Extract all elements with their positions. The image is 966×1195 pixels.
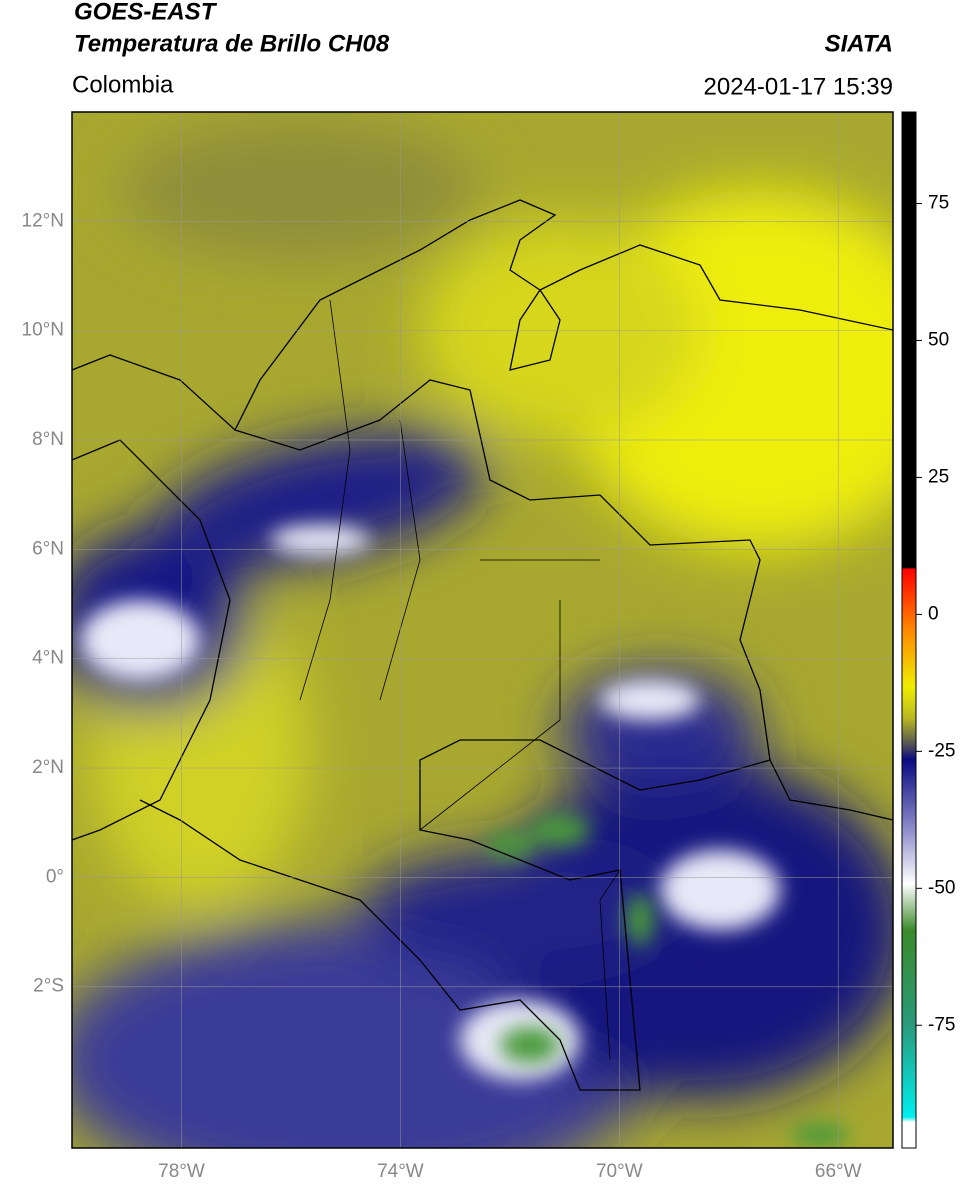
colorbar-label: 25 xyxy=(928,466,949,487)
datetime: 2024-01-17 15:39 xyxy=(704,73,894,100)
colorbar xyxy=(901,111,917,1149)
lat-label: 6°N xyxy=(32,538,64,559)
colorbar-label: -75 xyxy=(928,1014,955,1035)
lon-label: 66°W xyxy=(815,1161,862,1182)
lon-label: 70°W xyxy=(596,1161,643,1182)
subtitle: Temperatura de Brillo CH08 xyxy=(74,30,390,57)
colorbar-label: 0 xyxy=(928,603,939,624)
graticule xyxy=(72,112,893,1148)
lon-label: 74°W xyxy=(377,1161,424,1182)
lat-label: 4°N xyxy=(32,648,64,669)
source: SIATA xyxy=(825,30,893,57)
satellite-image xyxy=(72,112,893,1148)
lat-label: 2°S xyxy=(33,976,64,997)
lat-label: 0° xyxy=(46,866,64,887)
lat-label: 2°N xyxy=(32,757,64,778)
colorbar-label: 75 xyxy=(928,193,949,214)
region: Colombia xyxy=(72,71,174,98)
title: GOES-EAST xyxy=(74,0,218,25)
colorbar-label: -50 xyxy=(928,877,955,898)
map-frame xyxy=(71,111,894,1149)
lon-label: 78°W xyxy=(158,1161,205,1182)
colorbar-label: 50 xyxy=(928,329,949,350)
lat-label: 8°N xyxy=(32,429,64,450)
lat-label: 12°N xyxy=(22,210,64,231)
colorbar-label: -25 xyxy=(928,740,955,761)
lat-label: 10°N xyxy=(22,320,64,341)
